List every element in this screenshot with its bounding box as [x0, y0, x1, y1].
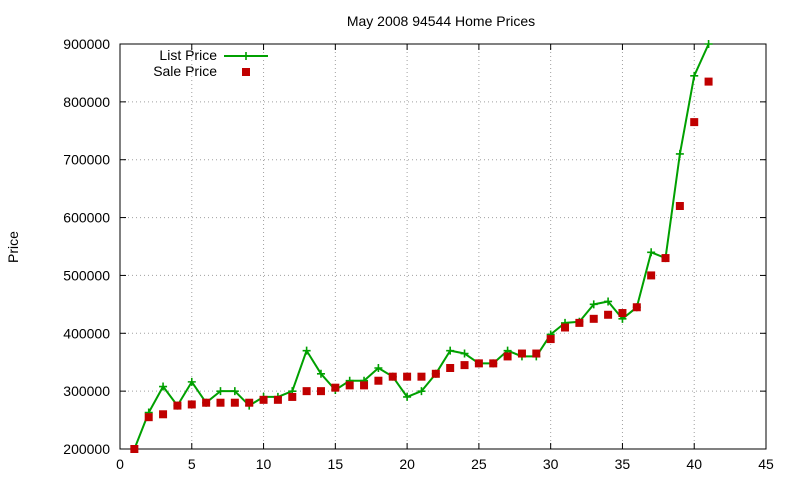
list-price-point — [460, 349, 469, 358]
sale-price-point — [374, 376, 383, 385]
sale-price-point — [460, 361, 469, 370]
sale-price-point — [647, 271, 656, 280]
y-tick-labels: 200000 300000 400000 500000 600000 700000 8000… — [63, 36, 110, 457]
sale-price-point — [474, 359, 483, 368]
sale-price-point — [202, 398, 211, 407]
sale-price-point — [273, 395, 282, 404]
sale-price-point — [546, 335, 555, 344]
sale-price-point — [446, 364, 455, 372]
list-price-point — [216, 387, 225, 396]
legend: List Price Sale Price — [153, 47, 268, 79]
series-layer — [130, 40, 713, 453]
x-tick-label: 45 — [758, 456, 774, 472]
x-tick-label: 10 — [256, 456, 272, 472]
sale-price-point — [661, 254, 670, 263]
list-price-point — [417, 387, 426, 396]
list-price-point — [704, 40, 713, 48]
y-tick-label: 800000 — [63, 94, 110, 110]
list-price-point — [403, 392, 412, 401]
y-tick-label: 400000 — [63, 325, 110, 341]
legend-label-sale-price: Sale Price — [153, 63, 217, 79]
axis-ticks — [119, 43, 767, 450]
sale-price-point — [259, 395, 268, 404]
x-tick-label: 15 — [328, 456, 344, 472]
sale-price-point — [532, 349, 541, 358]
y-tick-label: 500000 — [63, 267, 110, 283]
list-price-point — [604, 297, 613, 306]
list-price-point — [302, 346, 311, 355]
sale-price-point — [173, 401, 182, 410]
sale-price-point — [604, 310, 613, 319]
list-price-point — [187, 377, 196, 386]
sale-price-point — [331, 383, 340, 392]
grid-lines — [120, 44, 766, 449]
y-axis-label: Price — [5, 231, 21, 263]
list-price-point — [647, 248, 656, 257]
sale-price-point — [388, 372, 397, 381]
list-price-point — [675, 149, 684, 158]
y-tick-label: 200000 — [63, 441, 110, 457]
sale-price-point — [575, 318, 584, 327]
sale-price-point — [144, 413, 153, 422]
y-tick-label: 300000 — [63, 383, 110, 399]
sale-price-point — [345, 381, 354, 390]
sale-price-point — [316, 387, 325, 396]
y-tick-label: 600000 — [63, 210, 110, 226]
x-tick-label: 35 — [615, 456, 631, 472]
sale-price-point — [159, 410, 168, 419]
sale-price-point — [489, 359, 498, 368]
sale-price-point — [618, 309, 627, 318]
list-price-point — [159, 382, 168, 391]
x-tick-label: 25 — [471, 456, 487, 472]
sale-price-point — [561, 323, 570, 332]
chart-title: May 2008 94544 Home Prices — [347, 13, 535, 29]
sale-price-point — [216, 398, 225, 407]
sale-price-point — [690, 118, 699, 127]
sale-price-point — [431, 369, 440, 378]
list-price-point — [446, 346, 455, 355]
sale-price-point — [187, 400, 196, 409]
legend-label-list-price: List Price — [159, 47, 217, 63]
x-tick-label: 40 — [686, 456, 702, 472]
sale-price-point — [288, 392, 297, 401]
x-tick-label: 5 — [188, 456, 196, 472]
x-tick-label: 0 — [116, 456, 124, 472]
sale-price-point — [517, 349, 526, 358]
list-price-point — [230, 387, 239, 396]
x-tick-label: 30 — [543, 456, 559, 472]
sale-price-point — [675, 202, 684, 210]
y-tick-label: 900000 — [63, 36, 110, 52]
list-price-point — [316, 369, 325, 378]
sale-price-point — [704, 77, 713, 86]
sale-price-point — [589, 314, 598, 323]
x-tick-labels: 0 5 10 15 20 25 30 35 40 45 — [116, 456, 774, 472]
legend-marker-sale-price — [242, 68, 250, 76]
sale-price-point — [230, 398, 239, 407]
list-price-point — [374, 364, 383, 372]
y-tick-label: 700000 — [63, 152, 110, 168]
sale-price-point — [632, 303, 641, 312]
list-price-point — [690, 71, 699, 80]
legend-cross-list-price — [242, 52, 250, 60]
sale-price-point — [503, 352, 512, 361]
sale-price-point — [403, 372, 412, 381]
sale-price-point — [245, 398, 254, 407]
sale-price-point — [417, 372, 426, 381]
sale-price-point — [130, 445, 139, 453]
x-tick-label: 20 — [399, 456, 415, 472]
plot-frame — [119, 43, 767, 450]
list-price-point — [589, 300, 598, 309]
sale-price-point — [302, 387, 311, 396]
sale-price-point — [360, 381, 369, 390]
